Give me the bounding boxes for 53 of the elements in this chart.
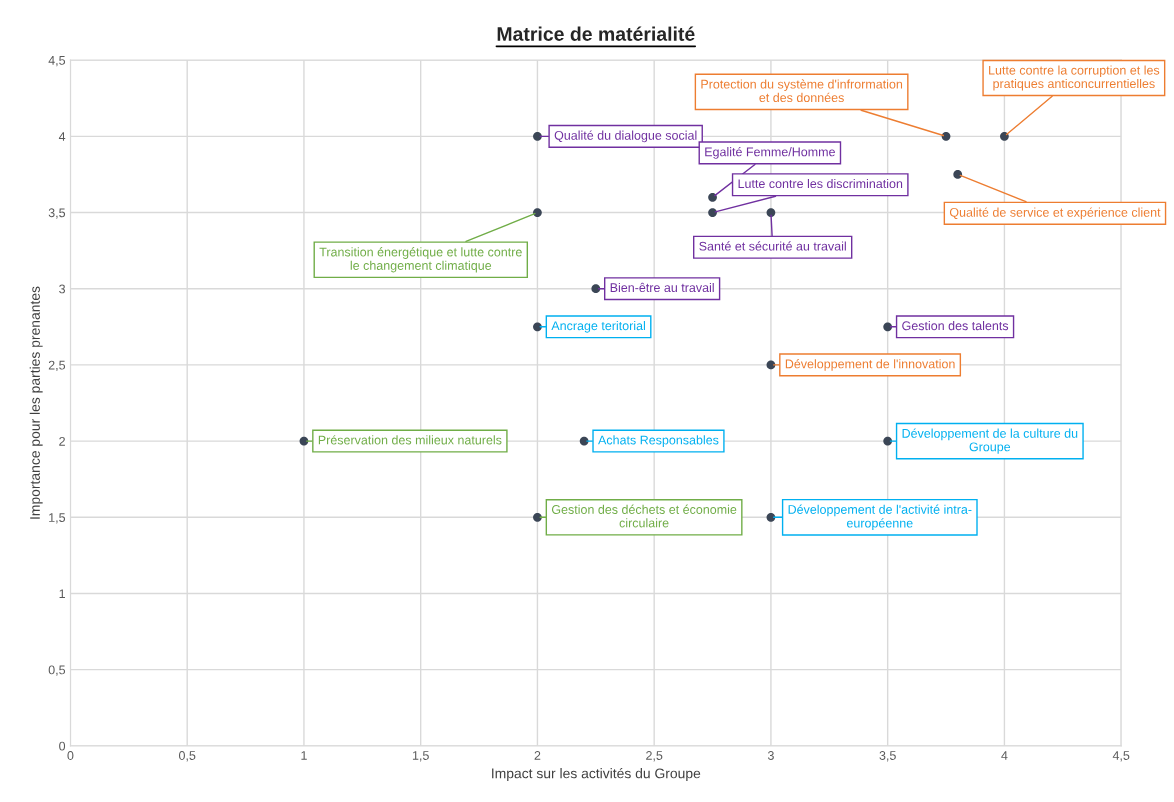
y-tick-label: 0,5: [48, 665, 66, 676]
data-label: Qualité du dialogue social: [554, 130, 697, 143]
data-label: Développement de l'innovation: [785, 359, 955, 371]
data-label: Protection du système d'infrormation et des données: [701, 79, 903, 103]
point: [953, 170, 963, 179]
point: [883, 322, 893, 332]
data-label: Gestion des talents: [902, 320, 1009, 331]
x-tick-label: 3: [767, 751, 774, 760]
point: [533, 322, 542, 332]
data-label: Achats Responsables: [598, 435, 719, 447]
point: [766, 512, 776, 522]
data-label: Préservation des milieux naturels: [318, 435, 502, 445]
x-tick-label: 0,5: [178, 751, 196, 762]
data-label: Egalité Femme/Homme: [705, 146, 835, 159]
data-label: Lutte contre la corruption et les pratiques anticoncurrentielles: [989, 65, 1160, 91]
data-label: Gestion des déchets et économie circulaire: [551, 504, 737, 528]
point: [533, 512, 542, 522]
y-tick-label: 1,5: [49, 513, 66, 524]
x-tick-label: 1,5: [412, 751, 429, 762]
point: [708, 192, 717, 202]
point: [1000, 131, 1009, 141]
x-tick-label: 3,5: [879, 751, 896, 762]
data-label: Développement de la culture du Groupe: [902, 428, 1078, 454]
chart-title: Matrice de matérialité: [497, 26, 695, 41]
x-tick-label: 2,5: [646, 751, 663, 762]
x-tick-label: 4,5: [1112, 751, 1130, 762]
y-tick-label: 2: [59, 436, 65, 446]
x-tick-label: 0: [67, 751, 74, 760]
y-tick-label: 4,5: [48, 56, 66, 67]
data-label: Ancrage teritorial: [551, 320, 645, 333]
x-tick-label: 1: [301, 751, 307, 760]
data-label: Santé et sécurité au travail: [699, 241, 846, 251]
data-label: Qualité de service et expérience client: [949, 207, 1161, 220]
point: [766, 208, 776, 217]
y-tick-label: 3: [59, 284, 66, 294]
point: [941, 131, 951, 141]
point: [708, 208, 717, 217]
point: [533, 208, 542, 217]
data-label: Lutte contre les discrimination: [738, 178, 903, 189]
data-label: Bien-être au travail: [610, 282, 714, 293]
y-tick-label: 0: [59, 741, 66, 751]
x-tick-label: 2: [534, 751, 541, 760]
y-tick-label: 2,5: [48, 360, 66, 372]
x-tick-label: 4: [1001, 751, 1008, 760]
data-label: Transition énergétique et lutte contre le changement climatique: [319, 247, 522, 273]
point: [533, 131, 542, 141]
point: [591, 284, 601, 294]
x-axis-title: Impact sur les activités du Groupe: [492, 767, 701, 782]
y-tick-label: 3,5: [48, 208, 66, 219]
y-tick-label: 4: [58, 132, 66, 141]
y-tick-label: 1: [59, 589, 65, 599]
y-axis-title: Importance pour les parties prenantes: [29, 286, 43, 519]
data-label: Développement de l'activité intra- européenne: [788, 504, 972, 531]
